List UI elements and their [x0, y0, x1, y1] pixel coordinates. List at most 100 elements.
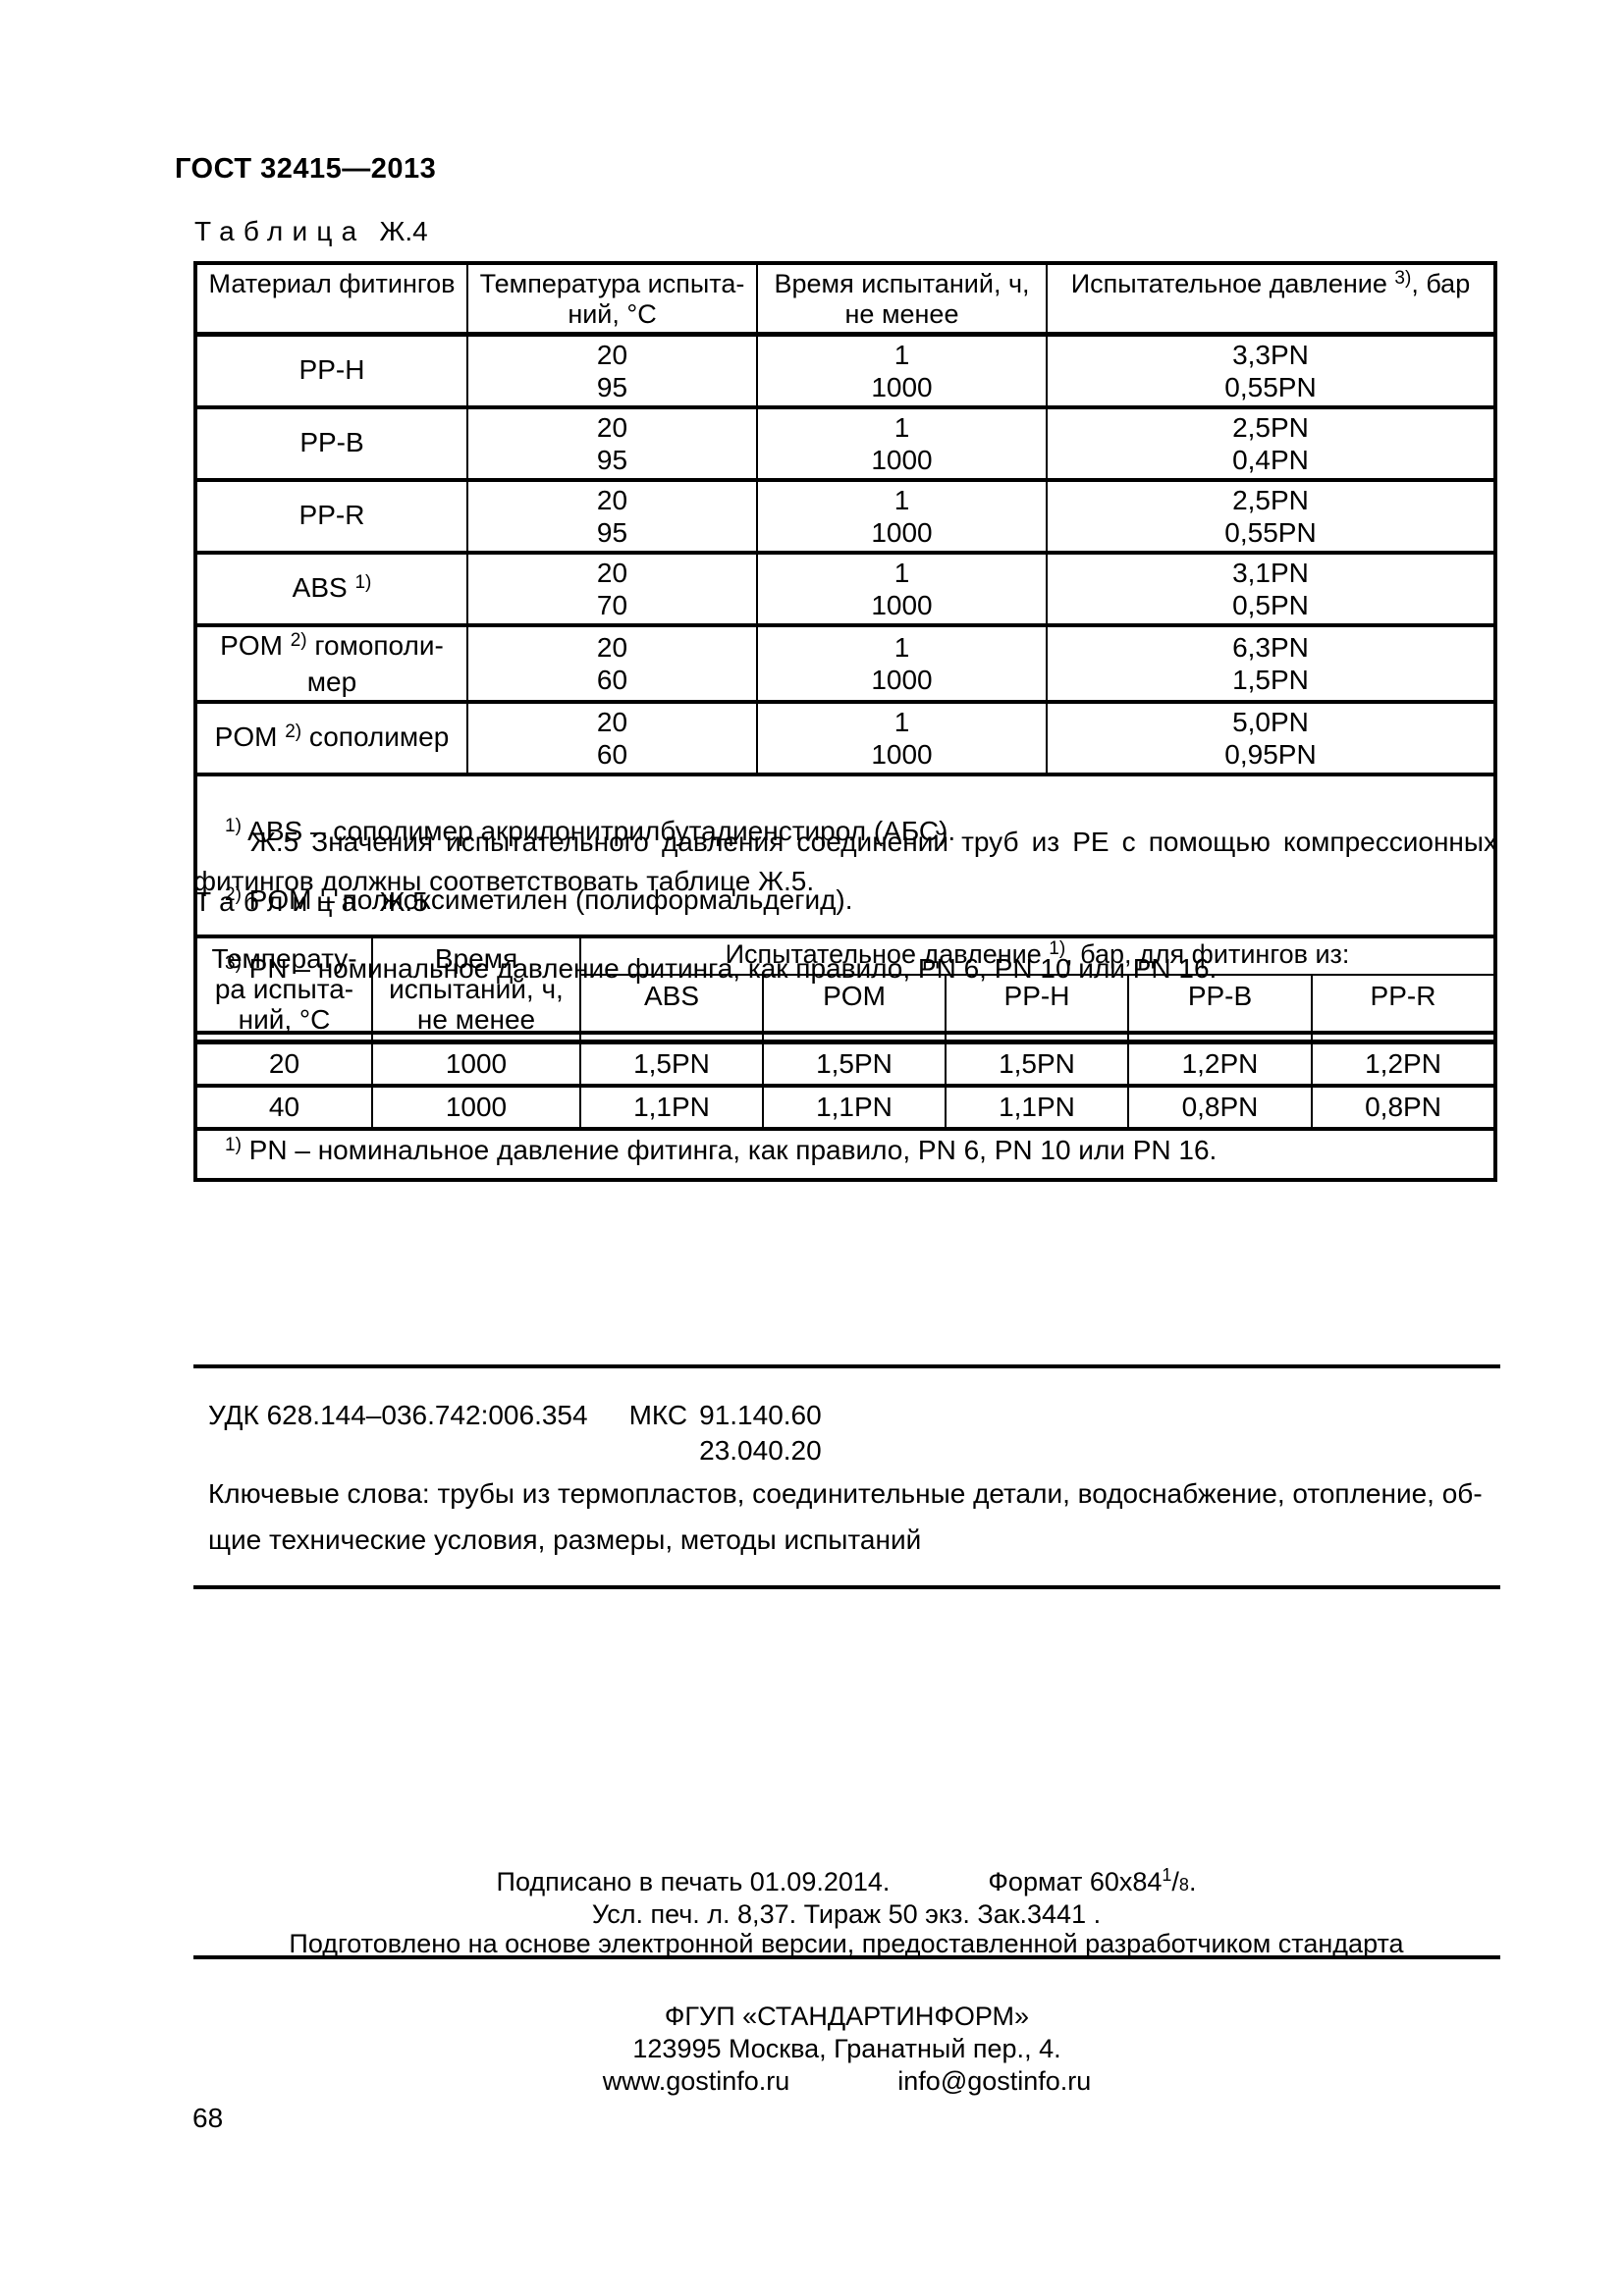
- material-text: POM: [220, 630, 291, 661]
- table-zh5-label: Таблица Ж.5: [194, 886, 428, 918]
- publisher-block: ФГУП «СТАНДАРТИНФОРМ» 123995 Москва, Гра…: [193, 2001, 1500, 2098]
- publisher-website: www.gostinfo.ru: [602, 2066, 790, 2096]
- material-text: ABS: [292, 571, 355, 603]
- material-text-rest: гомополи- мер: [306, 630, 444, 697]
- publisher-name: ФГУП «СТАНДАРТИНФОРМ»: [664, 2002, 1030, 2031]
- table-row: PP-H 20 95 1 1000 3,3PN 0,55PN: [194, 334, 1496, 407]
- format-period: .: [1188, 1867, 1197, 1896]
- material-footmark: 1): [354, 571, 372, 593]
- zh5-header-material-pom: POM: [762, 975, 947, 1042]
- footnote-mark: 1): [225, 1135, 242, 1155]
- table-row: 20 1000 1,5PN 1,5PN 1,5PN 1,2PN 1,2PN: [194, 1041, 1497, 1086]
- udk-block: УДК 628.144–036.742:006.354 МКС 91.140.6…: [208, 1398, 822, 1468]
- zh4-pressure-cell: 2,5PN 0,55PN: [1046, 480, 1496, 553]
- zh4-time-cell: 1 1000: [756, 480, 1048, 553]
- format-fraction-numerator: 1: [1162, 1865, 1172, 1885]
- table-row: 40 1000 1,1PN 1,1PN 1,1PN 0,8PN 0,8PN: [194, 1086, 1497, 1129]
- horizontal-rule: [193, 1585, 1500, 1589]
- zh5-header-time: Время испытаний, ч, не менее: [371, 936, 581, 1042]
- zh5-value-cell: 1,5PN: [945, 1041, 1129, 1086]
- zh5-header-pressure-footmark: 1): [1049, 938, 1066, 959]
- zh5-value-cell: 0,8PN: [1310, 1086, 1497, 1129]
- format-fraction-denominator: 8: [1178, 1875, 1189, 1895]
- table-zh4-label: Таблица Ж.4: [194, 216, 428, 247]
- print-format: Формат 60х841/8.: [988, 1865, 1197, 1896]
- publisher-email: info@gostinfo.ru: [897, 2066, 1092, 2096]
- zh4-temp-cell: 20 60: [466, 625, 758, 702]
- print-line-3: Подготовлено на основе электронной верси…: [289, 1929, 1404, 1958]
- zh5-header-material-abs: ABS: [579, 975, 764, 1042]
- table-zh5-footnote: 1) PN – номинальное давление фитинга, ка…: [193, 1127, 1497, 1180]
- zh5-value-cell: 1,2PN: [1127, 1041, 1313, 1086]
- paragraph-zh5: Ж.5 Значения испытательного давления сое…: [193, 827, 1497, 896]
- zh5-header-material-pph: PP-H: [945, 975, 1129, 1042]
- zh5-header-material-ppb: PP-B: [1127, 975, 1313, 1042]
- table-row: POM 2) гомополи- мер 20 60 1 1000 6,3PN …: [194, 625, 1496, 702]
- zh5-value-cell: 1,5PN: [762, 1041, 947, 1086]
- material-text: PP-H: [298, 353, 365, 385]
- zh4-temp-cell: 20 95: [466, 480, 758, 553]
- table-zh5-header-row1: Температу- ра испыта- ний, °С Время испы…: [194, 936, 1497, 1042]
- material-footmark: 2): [285, 721, 302, 742]
- zh4-header-time: Время испытаний, ч, не менее: [756, 263, 1048, 335]
- print-line-2: Усл. печ. л. 8,37. Тираж 50 экз. Зак.344…: [591, 1899, 1102, 1929]
- table-zh4-label-word: Таблица: [194, 216, 366, 246]
- zh4-pressure-cell: 3,1PN 0,5PN: [1046, 553, 1496, 625]
- table-zh5-label-word: Таблица: [194, 886, 366, 917]
- table-zh4-label-number: Ж.4: [379, 216, 428, 246]
- zh5-time-cell: 1000: [371, 1086, 581, 1129]
- material-text: POM: [214, 721, 286, 752]
- footnote-text: ABS – сополимер акрилонитрилбутадиенстир…: [241, 816, 956, 846]
- zh4-temp-cell: 20 60: [466, 702, 758, 774]
- table-zh4: Материал фитингов Температура испыта- ни…: [193, 261, 1497, 1035]
- doc-header: ГОСТ 32415—2013: [175, 153, 437, 185]
- zh5-value-cell: 1,1PN: [579, 1086, 764, 1129]
- zh4-material-cell: PP-B: [194, 407, 468, 480]
- zh4-material-cell: PP-H: [194, 334, 468, 407]
- zh5-header-pressure-text: Испытательное давление: [725, 939, 1050, 969]
- zh4-header-pressure: Испытательное давление 3), бар: [1046, 263, 1496, 335]
- mks-code-2: 23.040.20: [699, 1435, 822, 1466]
- keywords-paragraph: Ключевые слова: трубы из термопластов, с…: [208, 1478, 1483, 1555]
- publisher-address: 123995 Москва, Гранатный пер., 4.: [632, 2034, 1061, 2063]
- zh4-time-cell: 1 1000: [756, 553, 1048, 625]
- zh5-temp-cell: 20: [194, 1041, 373, 1086]
- zh4-pressure-cell: 5,0PN 0,95PN: [1046, 702, 1496, 774]
- table-zh5: Температу- ра испыта- ний, °С Время испы…: [193, 934, 1498, 1182]
- zh5-time-cell: 1000: [371, 1041, 581, 1086]
- zh5-temp-cell: 40: [194, 1086, 373, 1129]
- zh4-material-cell: PP-R: [194, 480, 468, 553]
- footnote-mark: 1): [225, 816, 242, 836]
- print-format-text: Формат 60х84: [988, 1867, 1163, 1896]
- zh4-time-cell: 1 1000: [756, 334, 1048, 407]
- zh5-header-temperature: Температу- ра испыта- ний, °С: [194, 936, 373, 1042]
- material-text: PP-B: [299, 426, 364, 457]
- table-zh5-header-row2: ABS POM PP-H PP-B PP-R: [195, 975, 1497, 1042]
- footnote-text: POM – полиоксиметилен (полиформальдегид)…: [241, 884, 853, 915]
- material-text: PP-R: [298, 499, 365, 530]
- print-signed-date: Подписано в печать 01.09.2014.: [496, 1867, 891, 1896]
- table-row: PP-R 20 95 1 1000 2,5PN 0,55PN: [194, 480, 1496, 553]
- zh5-header-material-ppr: PP-R: [1310, 975, 1497, 1042]
- zh5-value-cell: 1,5PN: [579, 1041, 764, 1086]
- page-number: 68: [192, 2103, 224, 2133]
- zh4-temp-cell: 20 95: [466, 334, 758, 407]
- publisher-contacts: www.gostinfo.ru info@gostinfo.ru: [193, 2065, 1500, 2098]
- footnote-text: PN – номинальное давление фитинга, как п…: [241, 1135, 1218, 1165]
- mks-label: МКС: [628, 1400, 688, 1430]
- footnote: 2) POM – полиоксиметилен (полиформальдег…: [225, 883, 1484, 920]
- zh4-pressure-cell: 2,5PN 0,4PN: [1046, 407, 1496, 480]
- zh4-pressure-cell: 6,3PN 1,5PN: [1046, 625, 1496, 702]
- zh5-value-cell: 1,1PN: [945, 1086, 1129, 1129]
- zh4-time-cell: 1 1000: [756, 702, 1048, 774]
- zh4-header-pressure-footmark: 3): [1394, 268, 1412, 289]
- zh5-value-cell: 1,2PN: [1310, 1041, 1497, 1086]
- format-fraction-slash: /: [1171, 1867, 1179, 1896]
- table-zh5-label-number: Ж.5: [379, 886, 428, 917]
- zh5-value-cell: 0,8PN: [1127, 1086, 1313, 1129]
- zh4-material-cell: POM 2) гомополи- мер: [194, 625, 468, 702]
- zh5-header-pressure-unit: , бар, для фитингов из:: [1065, 939, 1350, 969]
- material-text-rest: сополимер: [301, 721, 450, 752]
- zh4-temp-cell: 20 70: [466, 553, 758, 625]
